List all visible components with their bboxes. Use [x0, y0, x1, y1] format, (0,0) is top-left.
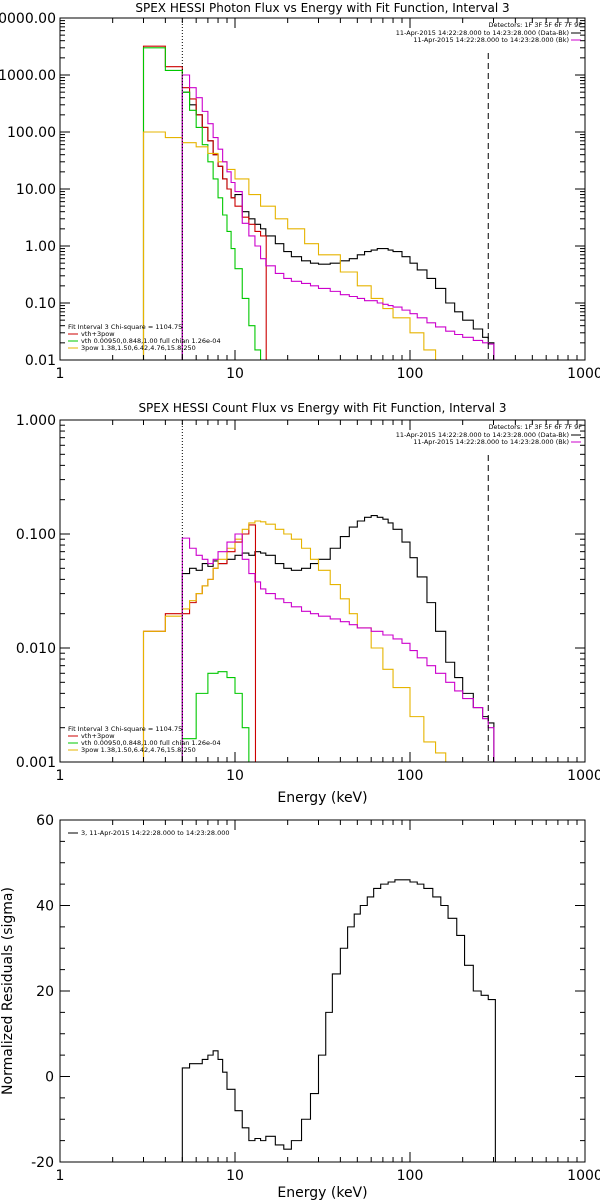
chart-panel-2: SPEX HESSI Count Flux vs Energy with Fit…: [16, 401, 600, 806]
legend-left-label: 3, 11-Apr-2015 14:22:28.000 to 14:23:28.…: [81, 829, 230, 837]
chart-panel-3: 1 10 100 1000 -20 0 20 40 60 Energy (keV) Normaliz…: [0, 813, 600, 1200]
series-line-4: [142, 520, 457, 762]
legend-right-label: 11-Apr-2015 14:22:28.000 to 14:23:28.000…: [413, 36, 569, 44]
series-line-3: [142, 47, 262, 360]
x-tick-label: 1: [56, 1168, 65, 1184]
x-tick-label: 1: [56, 366, 65, 382]
series-line-1: [181, 879, 496, 1162]
series-line-1: [181, 515, 495, 762]
legend-left-label: Fit Interval 3 Chi-square = 1104.75: [68, 725, 182, 733]
x-axis-label: Energy (keV): [277, 790, 367, 806]
y-tick-label: 0.01: [25, 353, 56, 369]
x-tick-label: 1000: [567, 366, 600, 382]
legend-right-label: 11-Apr-2015 14:22:28.000 to 14:23:28.000…: [396, 29, 569, 37]
y-tick-label: 60: [36, 813, 54, 829]
chart-panel-1: SPEX HESSI Photon Flux vs Energy with Fi…: [0, 1, 600, 382]
plot-frame: [59, 17, 586, 361]
series-line-3: [181, 671, 250, 762]
series-line-5: [181, 533, 495, 762]
x-tick-label: 100: [397, 1168, 424, 1184]
series-line-5: [181, 74, 495, 360]
plot-frame: [59, 419, 586, 763]
y-tick-label: 1.000: [16, 413, 56, 429]
chart-title: SPEX HESSI Photon Flux vs Energy with Fi…: [135, 1, 509, 15]
y-tick-label: 100.00: [7, 125, 56, 141]
legend-left-label: vth+3pow: [81, 732, 115, 740]
series-line-1: [181, 91, 495, 360]
series-line-2: [142, 45, 267, 360]
plot-frame: [59, 819, 586, 1163]
legend-left-label: 3pow 1.38,1.50,6.42,4.76,15.8,250: [81, 344, 196, 352]
x-tick-label: 100: [397, 768, 424, 784]
y-tick-label: 1.00: [25, 239, 56, 255]
legend-left-label: vth 0.00950,0.848,1.00 full chian 1.26e-…: [81, 337, 221, 345]
x-tick-label: 10: [226, 768, 244, 784]
x-tick-label: 10: [226, 1168, 244, 1184]
y-tick-label: 0: [45, 1070, 54, 1086]
y-tick-label: 40: [36, 899, 54, 915]
x-tick-label: 10: [226, 366, 244, 382]
x-tick-label: 100: [397, 366, 424, 382]
x-tick-label: 1000: [567, 768, 600, 784]
detectors-label: Detectors: 1F 3F 5F 6F 7F 9F: [488, 423, 582, 431]
x-axis-label: Energy (keV): [277, 1185, 367, 1200]
x-tick-label: 1: [56, 768, 65, 784]
legend-left-label: Fit Interval 3 Chi-square = 1104.75: [68, 323, 182, 331]
y-tick-label: 0.100: [16, 527, 56, 543]
x-tick-label: 1000: [567, 1168, 600, 1184]
y-tick-label: -20: [31, 1155, 54, 1171]
y-tick-label: 10.00: [16, 182, 56, 198]
series-group: [142, 515, 495, 762]
y-tick-label: 0.001: [16, 755, 56, 771]
series-group: [142, 45, 495, 360]
y-tick-label: 20: [36, 984, 54, 1000]
chart-title: SPEX HESSI Count Flux vs Energy with Fit…: [138, 401, 506, 415]
series-group: [181, 879, 496, 1162]
legend-left-label: vth 0.00950,0.848,1.00 full chian 1.26e-…: [81, 739, 221, 747]
legend-left-label: 3pow 1.38,1.50,6.42,4.76,15.8,250: [81, 746, 196, 754]
legend-left-label: vth+3pow: [81, 330, 115, 338]
y-tick-label: 0.10: [25, 296, 56, 312]
y-tick-label: 0.010: [16, 641, 56, 657]
detectors-label: Detectors: 1F 3F 5F 6F 7F 9F: [488, 21, 582, 29]
series-line-4: [142, 131, 448, 360]
y-tick-label: 1000.00: [0, 68, 56, 84]
y-axis-label: Normalized Residuals (sigma): [0, 887, 16, 1095]
legend-right-label: 11-Apr-2015 14:22:28.000 to 14:23:28.000…: [413, 438, 569, 446]
legend-right-label: 11-Apr-2015 14:22:28.000 to 14:23:28.000…: [396, 431, 569, 439]
